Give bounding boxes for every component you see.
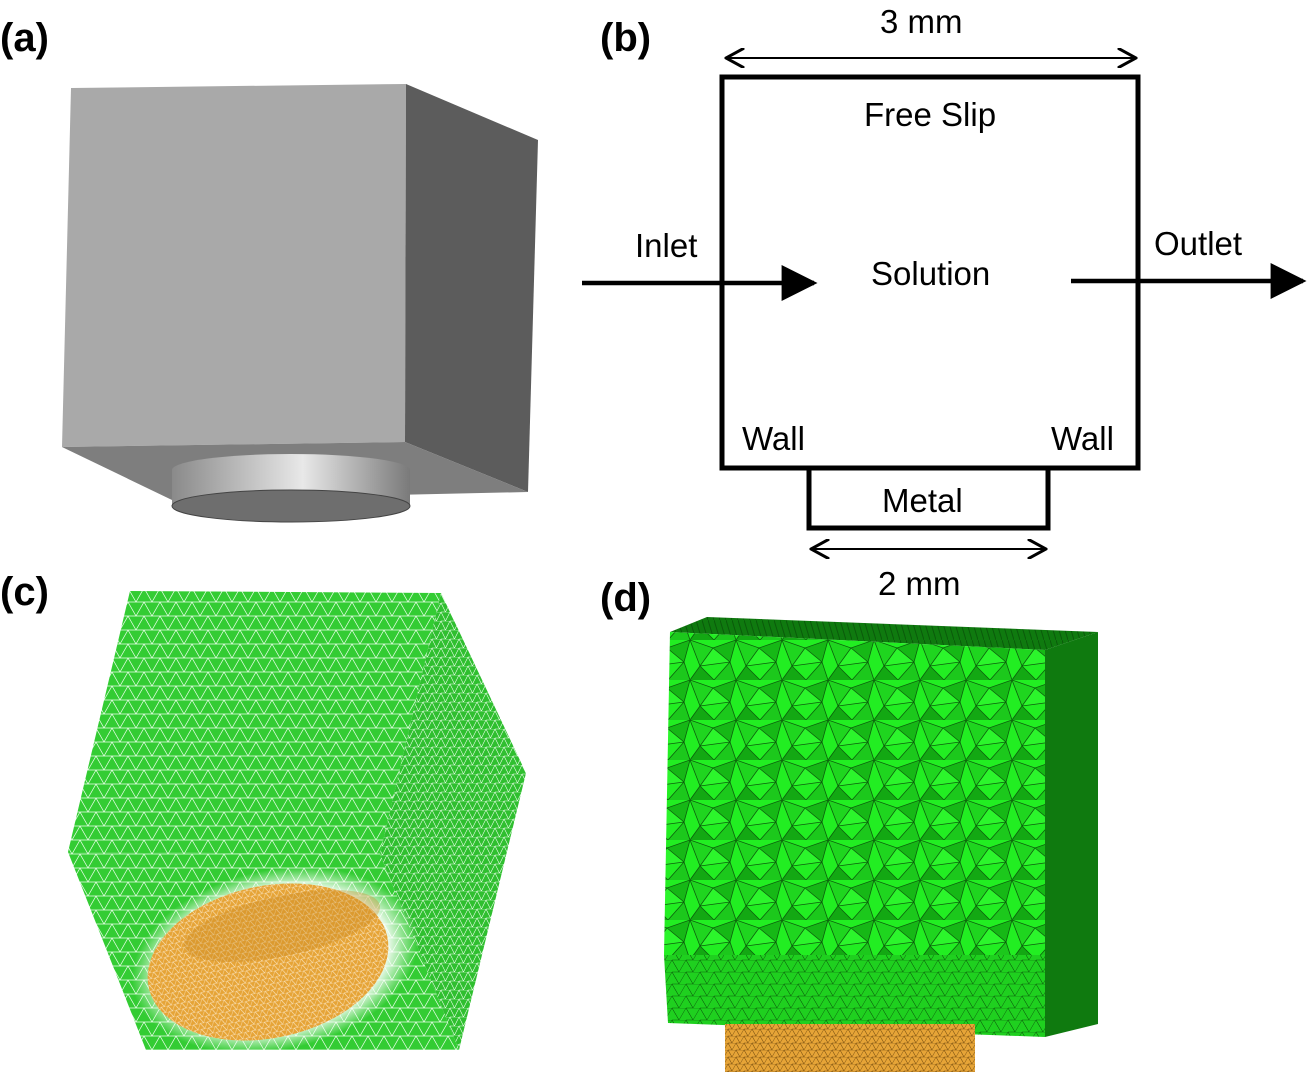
metal-label: Metal <box>882 482 963 519</box>
bottom-dimension-label: 2 mm <box>878 565 961 602</box>
metal-box <box>806 468 1051 531</box>
mesh-section-side <box>1045 632 1098 1037</box>
panel-label-d: (d) <box>600 576 652 620</box>
panel-c-mesh <box>68 591 526 1054</box>
wall-left-label: Wall <box>742 420 805 457</box>
free-slip-label: Free Slip <box>864 96 997 133</box>
box-front-face <box>62 84 406 447</box>
outlet-label: Outlet <box>1154 225 1243 262</box>
box-side-face <box>405 84 538 492</box>
panel-label-b: (b) <box>600 16 652 60</box>
metal-block-mesh <box>725 1024 975 1072</box>
metal-cylinder <box>171 454 411 523</box>
panel-label-a: (a) <box>0 16 49 60</box>
panel-b-diagram <box>582 0 1307 600</box>
solution-domain-box <box>719 74 1141 471</box>
inlet-label: Inlet <box>635 227 698 264</box>
solution-label: Solution <box>871 255 991 292</box>
panel-label-c: (c) <box>0 570 49 614</box>
metal-surface-mesh <box>147 883 389 1041</box>
mesh-section-front-coarse <box>664 632 1045 955</box>
panel-a-geometry <box>62 84 538 523</box>
top-dimension-label: 3 mm <box>880 3 963 40</box>
wall-right-label: Wall <box>1051 420 1114 457</box>
mesh-section-front-fine <box>664 955 1045 1037</box>
metal-surface-shade <box>183 890 381 962</box>
mesh-section-top-edge <box>670 617 1098 650</box>
mesh-box-top-face <box>68 591 441 854</box>
